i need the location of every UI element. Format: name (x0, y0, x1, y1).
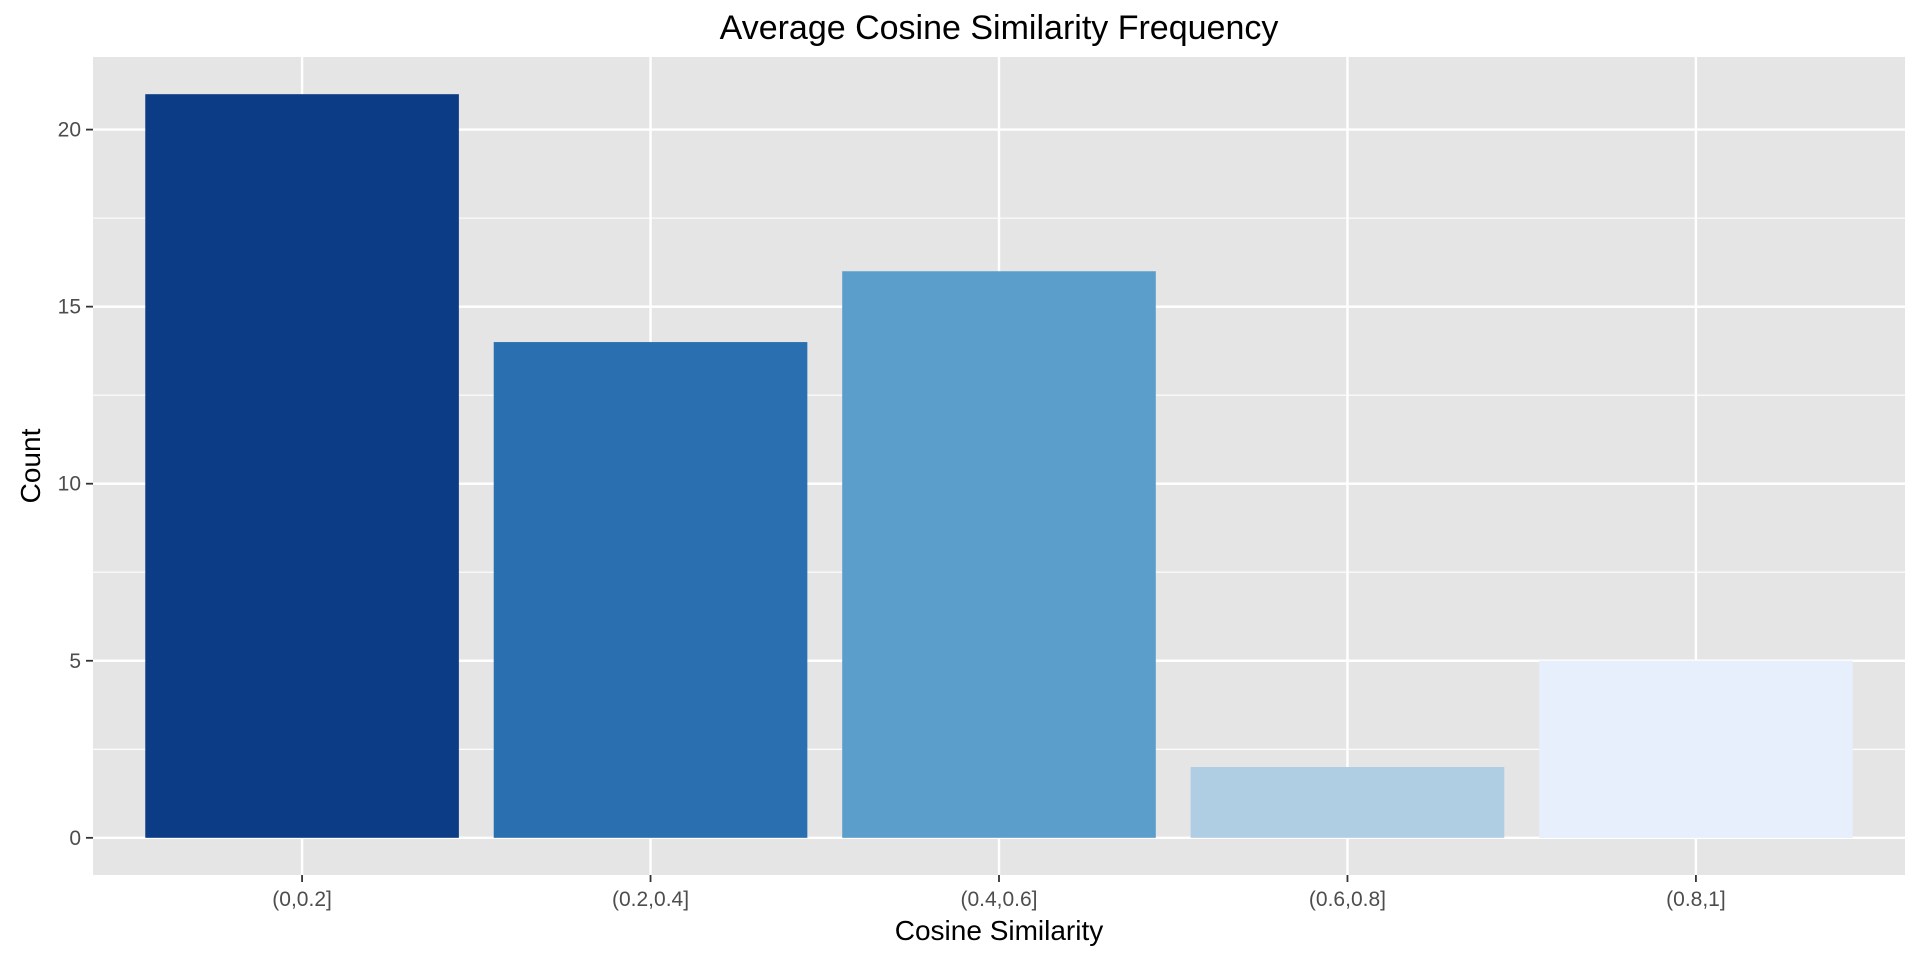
bar (842, 271, 1156, 838)
x-tick-label: (0.8,1] (1666, 888, 1726, 911)
y-tick-label: 5 (69, 650, 81, 673)
x-tick-label: (0.6,0.8] (1309, 888, 1386, 911)
y-tick-label: 20 (58, 119, 81, 142)
y-axis-title: Count (15, 428, 46, 503)
x-tick-label: (0,0.2] (272, 888, 332, 911)
bar (145, 94, 459, 838)
bar (1190, 766, 1505, 838)
x-axis-title: Cosine Similarity (895, 915, 1104, 946)
chart-title: Average Cosine Similarity Frequency (720, 9, 1279, 47)
bar (493, 342, 808, 838)
y-tick-label: 15 (58, 296, 81, 319)
bar (1539, 660, 1853, 838)
x-tick-label: (0.2,0.4] (612, 888, 689, 911)
y-tick-label: 0 (69, 827, 81, 850)
axes: 0 5 10 15 20 (0,0.2] (0.2,0.4] (0.4,0.6] (0.6,0.… (58, 119, 1726, 911)
x-tick-label: (0.4,0.6] (960, 888, 1037, 911)
y-tick-label: 10 (58, 473, 81, 496)
bars (145, 94, 1853, 838)
